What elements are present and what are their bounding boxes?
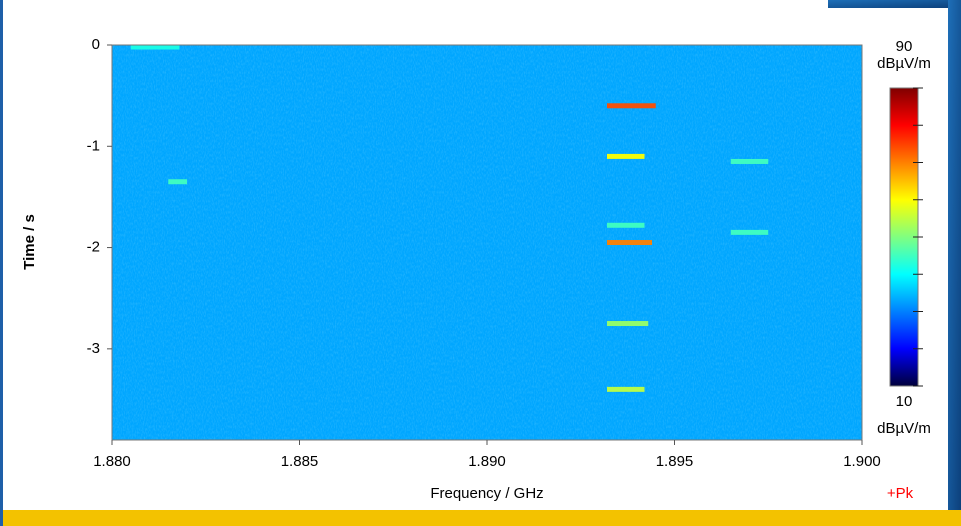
emission [730,158,769,164]
colorbar-max-label: 90 [896,38,913,55]
slide-decoration [0,510,961,526]
colorbar-unit: dBµV/m [877,420,931,437]
y-tick-label: -1 [87,137,100,154]
y-tick-label: -3 [87,340,100,357]
emission [168,179,187,185]
y-tick-label: 0 [92,36,100,53]
y-tick-label: -2 [87,239,100,256]
slide-decoration [0,0,3,526]
y-axis-label: Time / s [21,214,38,270]
emission [607,222,645,228]
colorbar-min-label: 10 [896,393,913,410]
colorbar-unit: dBµV/m [877,55,931,72]
emission [607,321,649,327]
emission [607,153,645,159]
x-axis-label: Frequency / GHz [430,485,543,502]
x-tick-label: 1.890 [468,453,506,470]
slide-decoration [828,0,961,8]
emission [607,103,656,109]
emission [730,229,769,235]
emission [607,386,645,392]
detector-label: +Pk [887,485,914,502]
x-tick-label: 1.885 [281,453,319,470]
noise-texture [112,45,862,440]
emission [607,240,652,245]
plot-area [112,44,862,440]
x-tick-label: 1.900 [843,453,881,470]
x-tick-label: 1.880 [93,453,131,470]
emission [130,44,180,50]
x-tick-label: 1.895 [656,453,694,470]
slide-decoration [948,0,961,526]
